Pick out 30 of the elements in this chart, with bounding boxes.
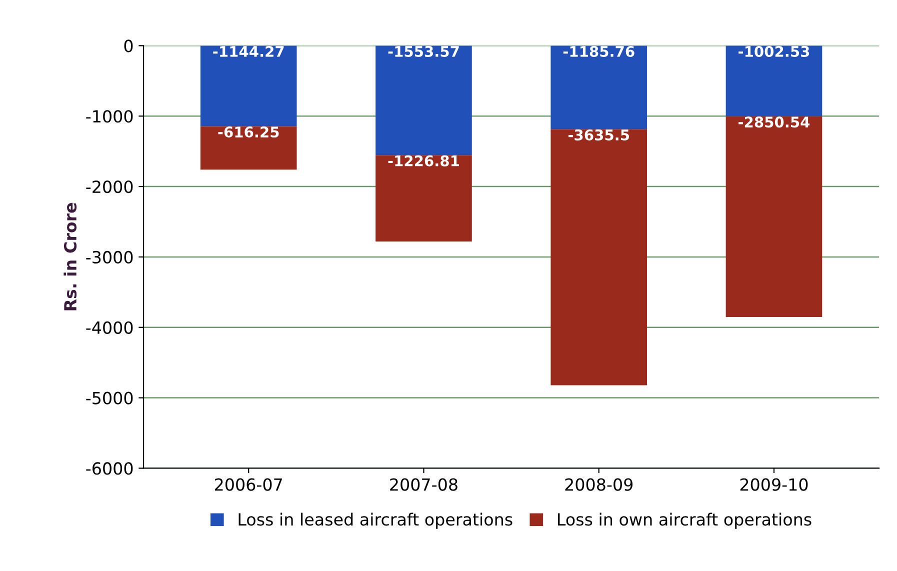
y-axis-title: Rs. in Crore <box>64 202 77 310</box>
y-tick-label: 0 <box>124 40 133 52</box>
data-label: -1226.81 <box>388 155 459 166</box>
y-tick-label: -3000 <box>86 250 133 264</box>
bar <box>550 46 648 130</box>
data-label: -616.25 <box>218 126 279 138</box>
y-tick-label: -4000 <box>86 321 133 334</box>
bar <box>200 126 297 170</box>
bar <box>726 116 822 318</box>
bar <box>726 46 822 116</box>
x-tick-label: 2009-10 <box>740 478 808 491</box>
x-tick-label: 2006-07 <box>215 478 282 491</box>
x-tick-label: 2007-08 <box>390 478 458 491</box>
data-label: -1185.76 <box>563 46 634 57</box>
data-label: -3635.5 <box>568 129 629 140</box>
data-label: -1144.27 <box>213 46 284 57</box>
data-label: -1002.53 <box>738 46 810 57</box>
y-tick-label: -2000 <box>86 180 133 194</box>
x-tick-label: 2008-09 <box>565 478 632 491</box>
y-tick-label: -5000 <box>86 392 133 404</box>
legend-label: Loss in leased aircraft operations <box>238 512 512 529</box>
y-tick-label: -1000 <box>86 110 133 123</box>
legend-label: Loss in own aircraft operations <box>558 512 812 529</box>
bar <box>376 46 472 156</box>
bar <box>376 155 472 242</box>
data-label: -2850.54 <box>738 116 810 128</box>
bar <box>550 129 648 386</box>
data-label: -1553.57 <box>388 46 459 57</box>
y-tick-label: -6000 <box>86 462 133 475</box>
bar <box>200 46 297 126</box>
